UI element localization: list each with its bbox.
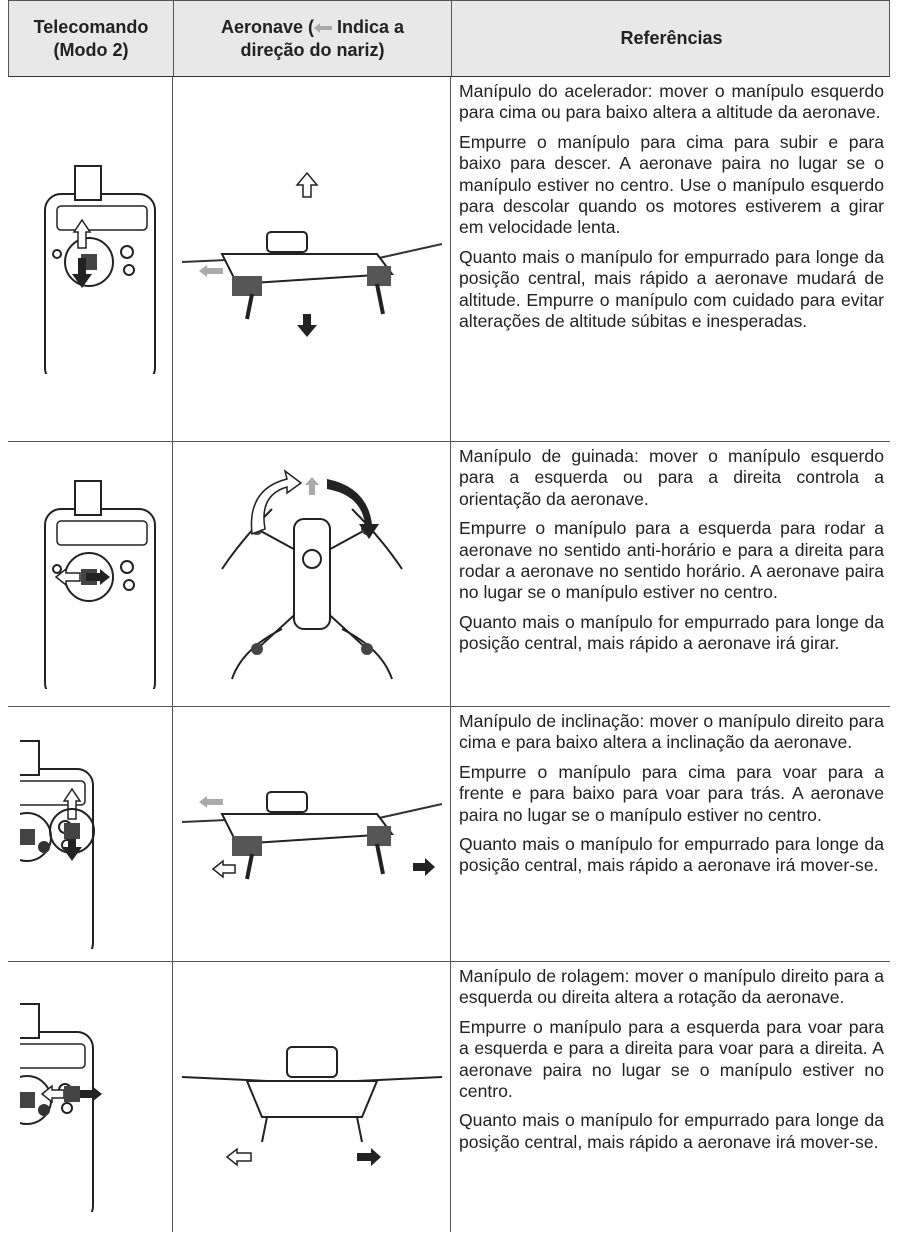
paragraph: Manípulo de rolagem: mover o manípulo di… (459, 966, 884, 1008)
paragraph: Quanto mais o manípulo for empurrado par… (459, 246, 884, 332)
paragraph: Empurre o manípulo para a esquerda para … (459, 1016, 884, 1102)
remote-illustration (8, 707, 172, 961)
aircraft-illustration (172, 77, 450, 441)
table-row: Manípulo do acelerador: mover o manípulo… (8, 77, 890, 442)
remote-illustration (8, 442, 172, 706)
table-row: Manípulo de inclinação: mover o manípulo… (8, 707, 890, 962)
header-text-part: Aeronave ( (220, 16, 314, 37)
paragraph: Quanto mais o manípulo for empurrado par… (459, 611, 884, 654)
paragraph: Quanto mais o manípulo for empurrado par… (459, 834, 884, 876)
paragraph: Empurre o manípulo para cima para subir … (459, 131, 884, 238)
aircraft-illustration (172, 962, 450, 1232)
references-cell: Manípulo de rolagem: mover o manípulo di… (450, 962, 890, 1232)
aircraft-illustration (172, 707, 450, 961)
paragraph: Manípulo de guinada: mover o manípulo es… (459, 446, 884, 509)
header-row: Telecomando (Modo 2) Aeronave ( Indica a… (8, 0, 890, 77)
paragraph: Manípulo do acelerador: mover o manípulo… (459, 81, 884, 123)
aircraft-illustration (172, 442, 450, 706)
references-cell: Manípulo de inclinação: mover o manípulo… (450, 707, 890, 961)
references-cell: Manípulo de guinada: mover o manípulo es… (450, 442, 890, 706)
table-row: Manípulo de guinada: mover o manípulo es… (8, 442, 890, 707)
header-text: Telecomando (Modo 2) (33, 16, 149, 60)
header-text: Referências (620, 28, 723, 48)
header-cell: Aeronave ( Indica a direção do nariz) (173, 1, 451, 76)
references-cell: Manípulo do acelerador: mover o manípulo… (450, 77, 890, 441)
header-text: Aeronave ( Indica a direção do nariz) (192, 16, 433, 62)
paragraph: Quanto mais o manípulo for empurrado par… (459, 1110, 884, 1152)
paragraph: Manípulo de inclinação: mover o manípulo… (459, 711, 884, 753)
table: Telecomando (Modo 2) Aeronave ( Indica a… (8, 0, 890, 1232)
header-cell: Telecomando (Modo 2) (9, 1, 173, 76)
header-cell: Referências (451, 1, 891, 76)
paragraph: Empurre o manípulo para a esquerda para … (459, 518, 884, 603)
table-row: Manípulo de rolagem: mover o manípulo di… (8, 962, 890, 1232)
header-text-part: Indica a direção do nariz) (240, 16, 405, 60)
remote-illustration (8, 77, 172, 441)
remote-illustration (8, 962, 172, 1232)
paragraph: Empurre o manípulo para cima para voar p… (459, 761, 884, 825)
nose-icon (314, 22, 332, 33)
